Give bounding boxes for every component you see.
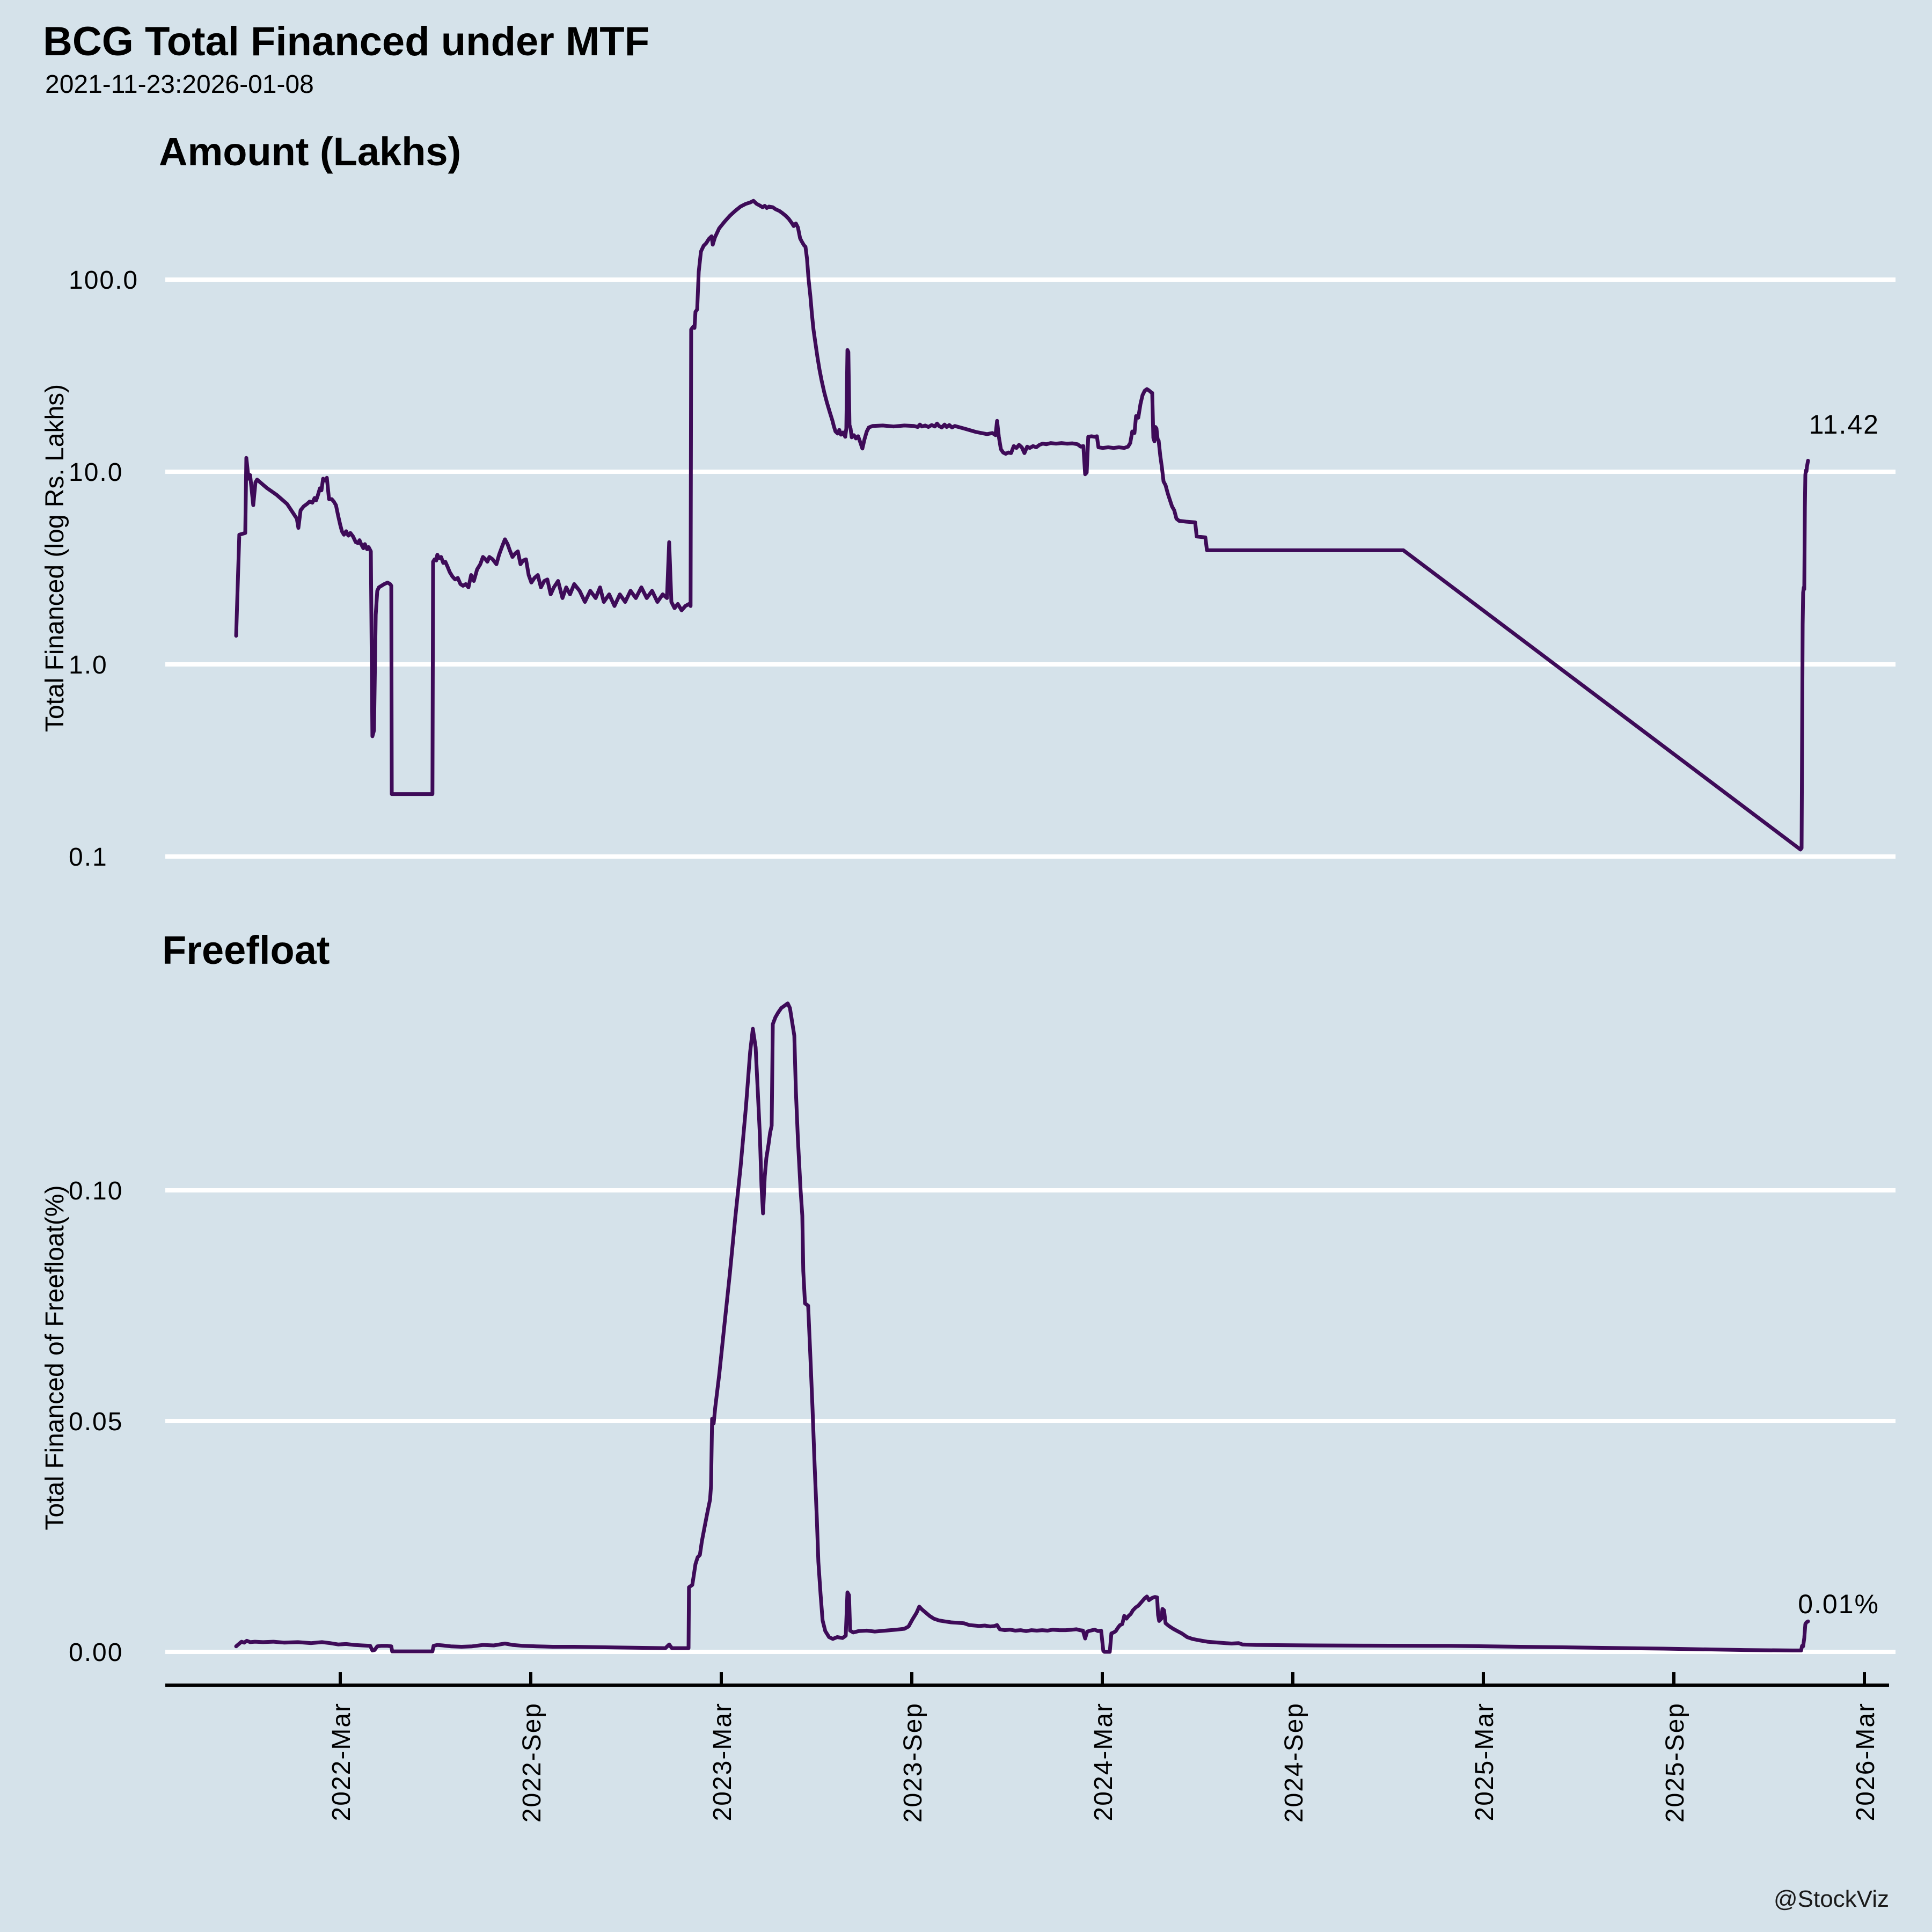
x-axis-tick-label: 2022-Sep — [518, 1702, 546, 1823]
freefloat-end-annotation: 0.01% — [1798, 1589, 1879, 1619]
x-axis-tick-label: 2026-Mar — [1851, 1702, 1880, 1821]
x-axis-tick-label: 2022-Mar — [327, 1702, 356, 1821]
amount-series-line — [234, 199, 1810, 852]
freefloat-ytick-label: 0.00 — [69, 1638, 123, 1667]
amount-ytick-label: 1.0 — [69, 651, 108, 679]
amount-ytick-label: 0.1 — [69, 843, 108, 872]
x-axis-tick-label: 2024-Sep — [1280, 1702, 1308, 1823]
freefloat-ylabel: Total Financed of Freefloat(%) — [41, 1185, 69, 1531]
stockviz-watermark: @StockViz — [1773, 1886, 1889, 1912]
freefloat-series-line — [234, 1001, 1810, 1654]
freefloat-ytick-label: 0.05 — [69, 1408, 123, 1436]
page-title: BCG Total Financed under MTF — [43, 19, 650, 64]
amount-ytick-label: 100.0 — [69, 266, 138, 295]
x-axis-tick-label: 2025-Sep — [1661, 1702, 1689, 1823]
amount-ylabel: Total Financed (log Rs. Lakhs) — [41, 384, 69, 732]
freefloat-ytick-label: 0.10 — [69, 1177, 123, 1205]
freefloat-panel-title: Freefloat — [162, 928, 330, 972]
date-range-subtitle: 2021-11-23:2026-01-08 — [45, 70, 314, 99]
x-axis-tick-label: 2023-Sep — [899, 1702, 927, 1823]
amount-end-annotation: 11.42 — [1809, 409, 1879, 440]
amount-ytick-label: 10.0 — [69, 458, 123, 487]
x-axis-tick-label: 2023-Mar — [708, 1702, 737, 1821]
amount-panel-title: Amount (Lakhs) — [159, 129, 462, 174]
x-axis-tick-label: 2024-Mar — [1089, 1702, 1118, 1821]
x-axis-tick-label: 2025-Mar — [1470, 1702, 1499, 1821]
